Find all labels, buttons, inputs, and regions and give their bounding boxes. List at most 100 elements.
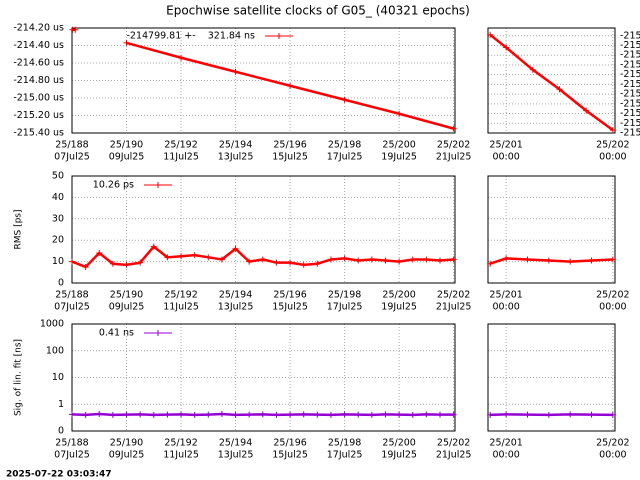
x-tick-date: 11Jul25: [163, 152, 199, 163]
x-tick-date: 00:00: [599, 152, 626, 163]
data-point: [164, 411, 171, 418]
y-tick-label: -215: [620, 40, 640, 51]
x-tick-date: 13Jul25: [218, 302, 254, 313]
x-tick-date: 17Jul25: [327, 302, 363, 313]
data-point: [205, 411, 212, 418]
data-point: [450, 125, 457, 132]
data-point: [72, 26, 79, 33]
x-tick-date: 15Jul25: [272, 152, 308, 163]
data-point: [409, 411, 416, 418]
y-tick-label: 20: [52, 235, 64, 246]
y-tick-label: -215: [620, 69, 640, 80]
x-tick-date: 15Jul25: [272, 302, 308, 313]
data-point: [396, 411, 403, 418]
data-point: [567, 411, 574, 418]
y-tick-label: -215: [620, 128, 640, 139]
y-tick-label: 10: [52, 256, 64, 267]
data-point: [69, 258, 75, 265]
data-point: [164, 254, 171, 261]
y-tick-label: 0: [58, 278, 64, 289]
data-point: [355, 411, 362, 418]
data-point: [423, 256, 430, 263]
data-point: [69, 411, 75, 418]
data-point: [382, 411, 389, 418]
plot-frame: [487, 27, 616, 134]
x-tick-date: 00:00: [492, 152, 519, 163]
y-axis-label: RMS [ps]: [14, 209, 24, 249]
data-point: [503, 411, 510, 418]
data-point: [273, 411, 280, 418]
data-point: [218, 411, 225, 418]
y-tick-label: 1: [58, 399, 64, 410]
data-point: [287, 82, 294, 89]
data-point: [109, 260, 116, 267]
data-point: [82, 411, 89, 418]
data-point: [556, 86, 563, 93]
x-tick-label: 25/202: [596, 438, 629, 449]
data-point: [545, 411, 552, 418]
data-point: [150, 411, 157, 418]
plot-frame: [71, 175, 456, 284]
x-tick-label: 25/198: [328, 290, 361, 301]
y-tick-label: -215: [620, 59, 640, 70]
x-tick-label: 25/194: [219, 438, 252, 449]
x-tick-date: 13Jul25: [218, 152, 254, 163]
plot-frame: [487, 175, 616, 284]
series-line: [489, 257, 613, 265]
x-tick-label: 25/190: [110, 140, 143, 151]
data-point: [137, 411, 144, 418]
y-tick-label: 1000: [40, 319, 64, 330]
y-tick-label: 10: [52, 372, 64, 383]
data-point: [314, 411, 321, 418]
x-tick-date: 13Jul25: [218, 450, 254, 461]
x-tick-date: 21Jul25: [436, 450, 472, 461]
data-point: [487, 260, 494, 267]
x-tick-date: 00:00: [599, 450, 626, 461]
x-tick-label: 25/188: [55, 438, 88, 449]
x-tick-label: 25/194: [219, 290, 252, 301]
x-tick-label: 25/202: [596, 290, 629, 301]
data-point: [524, 411, 531, 418]
data-point: [96, 411, 103, 418]
data-point: [437, 257, 444, 264]
x-tick-label: 25/198: [328, 438, 361, 449]
data-point: [150, 243, 157, 250]
x-tick-label: 25/190: [110, 290, 143, 301]
data-point: [246, 258, 253, 265]
data-point: [355, 257, 362, 264]
data-point: [327, 411, 334, 418]
data-point: [205, 254, 212, 261]
x-tick-date: 21Jul25: [436, 152, 472, 163]
data-point: [409, 256, 416, 263]
x-tick-label: 25/188: [55, 290, 88, 301]
y-tick-label: 100: [46, 345, 64, 356]
data-point: [396, 258, 403, 265]
data-point: [327, 256, 334, 263]
y-tick-label: -214.80 us: [13, 75, 64, 86]
x-tick-label: 25/198: [328, 140, 361, 151]
data-point: [178, 253, 185, 260]
x-tick-date: 17Jul25: [327, 152, 363, 163]
x-tick-date: 07Jul25: [54, 152, 90, 163]
data-point: [545, 257, 552, 264]
x-tick-date: 09Jul25: [109, 302, 145, 313]
x-tick-label: 25/202: [596, 140, 629, 151]
x-tick-date: 00:00: [599, 302, 626, 313]
data-point: [341, 96, 348, 103]
data-point: [503, 255, 510, 262]
data-point: [368, 411, 375, 418]
x-tick-label: 25/190: [110, 438, 143, 449]
data-point: [300, 261, 307, 268]
legend-label: 0.41 ns: [99, 328, 134, 339]
chart-title: Epochwise satellite clocks of G05_ (4032…: [166, 4, 470, 18]
x-tick-label: 25/200: [382, 438, 415, 449]
legend-marker: [276, 33, 282, 39]
data-point: [259, 411, 266, 418]
data-point: [450, 256, 457, 263]
data-point: [232, 411, 239, 418]
y-tick-label: 40: [52, 192, 64, 203]
y-tick-label: -214.20 us: [13, 23, 64, 34]
data-point: [314, 260, 321, 267]
x-tick-label: 25/201: [489, 290, 522, 301]
